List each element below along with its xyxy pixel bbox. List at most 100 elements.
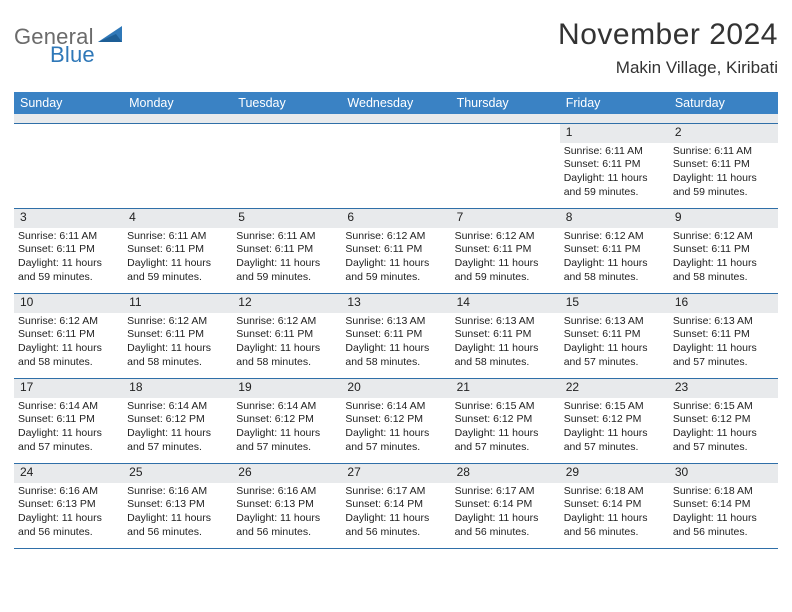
sunrise-text: Sunrise: 6:15 AM (673, 400, 774, 414)
day-cell: 17 Sunrise: 6:14 AMSunset: 6:11 PMDayligh… (14, 379, 123, 463)
sunset-text: Sunset: 6:11 PM (18, 413, 119, 427)
sunset-text: Sunset: 6:14 PM (564, 498, 665, 512)
calendar: Sunday Monday Tuesday Wednesday Thursday… (14, 92, 778, 549)
date-number: 7 (451, 209, 560, 228)
weeks-container: 1Sunrise: 6:11 AMSunset: 6:11 PMDaylight… (14, 124, 778, 549)
day-cell: 3Sunrise: 6:11 AMSunset: 6:11 PMDaylight… (14, 209, 123, 293)
daylight-text: Daylight: 11 hours and 59 minutes. (127, 257, 228, 284)
day-cell: 20Sunrise: 6:14 AMSunset: 6:12 PMDayligh… (341, 379, 450, 463)
date-number: 5 (232, 209, 341, 228)
day-cell: 6Sunrise: 6:12 AMSunset: 6:11 PMDaylight… (341, 209, 450, 293)
day-cell: 10Sunrise: 6:12 AMSunset: 6:11 PMDayligh… (14, 294, 123, 378)
date-number: 21 (451, 379, 560, 398)
sunrise-text: Sunrise: 6:16 AM (236, 485, 337, 499)
daylight-text: Daylight: 11 hours and 58 minutes. (564, 257, 665, 284)
day-cell: 13Sunrise: 6:13 AMSunset: 6:11 PMDayligh… (341, 294, 450, 378)
daylight-text: Daylight: 11 hours and 57 minutes. (18, 427, 119, 454)
day-cell: 7Sunrise: 6:12 AMSunset: 6:11 PMDaylight… (451, 209, 560, 293)
daylight-text: Daylight: 11 hours and 56 minutes. (345, 512, 446, 539)
logo-text-blue-wrap: Blue (50, 42, 95, 68)
daylight-text: Daylight: 11 hours and 59 minutes. (564, 172, 665, 199)
sunrise-text: Sunrise: 6:12 AM (345, 230, 446, 244)
day-cell: 19Sunrise: 6:14 AMSunset: 6:12 PMDayligh… (232, 379, 341, 463)
day-cell: 22Sunrise: 6:15 AMSunset: 6:12 PMDayligh… (560, 379, 669, 463)
sunrise-text: Sunrise: 6:12 AM (18, 315, 119, 329)
day-cell: 18Sunrise: 6:14 AMSunset: 6:12 PMDayligh… (123, 379, 232, 463)
sunset-text: Sunset: 6:11 PM (673, 328, 774, 342)
date-number: 25 (123, 464, 232, 483)
daylight-text: Daylight: 11 hours and 58 minutes. (236, 342, 337, 369)
date-number: 24 (14, 464, 123, 483)
sunset-text: Sunset: 6:11 PM (455, 328, 556, 342)
day-cell: 2Sunrise: 6:11 AMSunset: 6:11 PMDaylight… (669, 124, 778, 208)
dayhead-sun: Sunday (14, 92, 123, 114)
date-number: 14 (451, 294, 560, 313)
daylight-text: Daylight: 11 hours and 56 minutes. (564, 512, 665, 539)
date-number: 2 (669, 124, 778, 143)
logo-text-blue: Blue (50, 42, 95, 67)
title-block: November 2024 Makin Village, Kiribati (558, 18, 778, 78)
day-cell: 30Sunrise: 6:18 AMSunset: 6:14 PMDayligh… (669, 464, 778, 548)
date-number: 17 (14, 379, 123, 398)
day-cell: 9Sunrise: 6:12 AMSunset: 6:11 PMDaylight… (669, 209, 778, 293)
sunset-text: Sunset: 6:12 PM (127, 413, 228, 427)
week-row: 17Sunrise: 6:14 AMSunset: 6:11 PMDayligh… (14, 379, 778, 464)
daylight-text: Daylight: 11 hours and 58 minutes. (18, 342, 119, 369)
page-header: General November 2024 Makin Village, Kir… (14, 18, 778, 78)
sunset-text: Sunset: 6:12 PM (455, 413, 556, 427)
date-number: 4 (123, 209, 232, 228)
date-number: 10 (14, 294, 123, 313)
date-number: 18 (123, 379, 232, 398)
sunset-text: Sunset: 6:11 PM (673, 158, 774, 172)
day-cell (14, 124, 123, 208)
dayhead-sat: Saturday (669, 92, 778, 114)
daylight-text: Daylight: 11 hours and 58 minutes. (127, 342, 228, 369)
sunrise-text: Sunrise: 6:15 AM (564, 400, 665, 414)
sunset-text: Sunset: 6:14 PM (345, 498, 446, 512)
date-number: 19 (232, 379, 341, 398)
sunrise-text: Sunrise: 6:12 AM (236, 315, 337, 329)
daylight-text: Daylight: 11 hours and 57 minutes. (564, 427, 665, 454)
sunrise-text: Sunrise: 6:11 AM (127, 230, 228, 244)
sunset-text: Sunset: 6:11 PM (127, 328, 228, 342)
logo-triangle-icon (98, 24, 124, 49)
sunrise-text: Sunrise: 6:14 AM (236, 400, 337, 414)
day-cell: 5Sunrise: 6:11 AMSunset: 6:11 PMDaylight… (232, 209, 341, 293)
day-cell: 27Sunrise: 6:17 AMSunset: 6:14 PMDayligh… (341, 464, 450, 548)
date-number: 1 (560, 124, 669, 143)
date-number: 26 (232, 464, 341, 483)
sunset-text: Sunset: 6:11 PM (345, 243, 446, 257)
date-number: 6 (341, 209, 450, 228)
sunset-text: Sunset: 6:12 PM (345, 413, 446, 427)
sunrise-text: Sunrise: 6:13 AM (564, 315, 665, 329)
date-number: 11 (123, 294, 232, 313)
sunrise-text: Sunrise: 6:12 AM (127, 315, 228, 329)
daylight-text: Daylight: 11 hours and 58 minutes. (455, 342, 556, 369)
daylight-text: Daylight: 11 hours and 56 minutes. (673, 512, 774, 539)
daylight-text: Daylight: 11 hours and 58 minutes. (345, 342, 446, 369)
day-cell: 15Sunrise: 6:13 AMSunset: 6:11 PMDayligh… (560, 294, 669, 378)
sunset-text: Sunset: 6:12 PM (564, 413, 665, 427)
sunrise-text: Sunrise: 6:16 AM (127, 485, 228, 499)
sunset-text: Sunset: 6:11 PM (236, 243, 337, 257)
sunset-text: Sunset: 6:12 PM (673, 413, 774, 427)
daylight-text: Daylight: 11 hours and 56 minutes. (127, 512, 228, 539)
date-number: 20 (341, 379, 450, 398)
header-strip (14, 114, 778, 124)
week-row: 1Sunrise: 6:11 AMSunset: 6:11 PMDaylight… (14, 124, 778, 209)
daylight-text: Daylight: 11 hours and 57 minutes. (673, 427, 774, 454)
day-cell (232, 124, 341, 208)
dayhead-mon: Monday (123, 92, 232, 114)
day-cell (451, 124, 560, 208)
sunset-text: Sunset: 6:13 PM (236, 498, 337, 512)
date-number: 15 (560, 294, 669, 313)
day-cell: 16Sunrise: 6:13 AMSunset: 6:11 PMDayligh… (669, 294, 778, 378)
day-cell: 25Sunrise: 6:16 AMSunset: 6:13 PMDayligh… (123, 464, 232, 548)
day-cell: 23 Sunrise: 6:15 AMSunset: 6:12 PMDayligh… (669, 379, 778, 463)
sunset-text: Sunset: 6:11 PM (455, 243, 556, 257)
day-cell: 12Sunrise: 6:12 AMSunset: 6:11 PMDayligh… (232, 294, 341, 378)
sunset-text: Sunset: 6:13 PM (18, 498, 119, 512)
daylight-text: Daylight: 11 hours and 57 minutes. (236, 427, 337, 454)
date-number: 23 (669, 379, 778, 398)
sunrise-text: Sunrise: 6:14 AM (18, 400, 119, 414)
